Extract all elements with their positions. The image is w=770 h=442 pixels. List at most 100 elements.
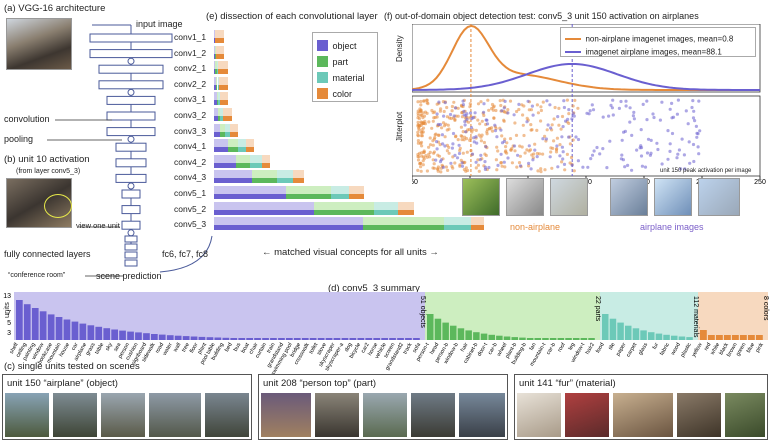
jitter-point-non-airplane xyxy=(444,165,448,169)
segment-fill-object xyxy=(214,38,215,43)
summary-bar-object xyxy=(365,338,373,340)
jitter-point-non-airplane xyxy=(535,103,539,107)
jitter-point-non-airplane xyxy=(477,133,481,137)
jitter-point-non-airplane xyxy=(458,148,462,153)
jitter-point-non-airplane xyxy=(420,121,424,125)
group-label-object: 51 objects xyxy=(419,296,426,328)
jitter-point-non-airplane xyxy=(464,166,468,170)
summary-bar-object xyxy=(341,338,349,340)
jitter-point-airplane xyxy=(692,109,696,113)
jitter-point-airplane xyxy=(590,153,595,157)
jitter-point-non-airplane xyxy=(445,149,449,153)
jitter-point-non-airplane xyxy=(440,126,444,130)
jitter-point-non-airplane xyxy=(468,102,472,106)
segment-object xyxy=(214,30,215,43)
jitter-point-airplane xyxy=(512,113,516,117)
jitter-point-non-airplane xyxy=(522,133,526,138)
summary-bar-object xyxy=(111,329,118,340)
f-legend-line xyxy=(565,50,581,53)
segment-material xyxy=(224,123,230,137)
unit-208-scene-4 xyxy=(411,393,455,437)
conv-block xyxy=(106,127,156,137)
segment-fill-material xyxy=(238,147,246,153)
summary-bar-object xyxy=(198,336,206,340)
segment-fill-material xyxy=(250,162,262,168)
unit-141-panel: unit 141 “fur” (material) xyxy=(514,374,768,440)
summary-bar-object xyxy=(135,332,142,340)
non-airplane-label: non-airplane xyxy=(510,222,561,232)
segment-part xyxy=(216,76,218,90)
jitter-point-non-airplane xyxy=(491,108,495,112)
segment-fill-material xyxy=(331,194,349,199)
jitter-point-non-airplane xyxy=(539,105,543,109)
summary-bar-object xyxy=(182,336,190,340)
jitter-point-airplane xyxy=(660,162,664,166)
jitter-point-non-airplane xyxy=(504,145,508,149)
jitter-point-airplane xyxy=(564,119,568,123)
layer-label-conv3_2: conv3_2 xyxy=(174,110,207,120)
jitter-point-non-airplane xyxy=(476,158,480,162)
segment-fill-material xyxy=(220,116,223,121)
summary-bar-object xyxy=(166,335,174,340)
jitter-point-airplane xyxy=(496,163,500,167)
jitter-point-airplane xyxy=(544,137,548,141)
jitter-point-non-airplane xyxy=(466,168,470,173)
jitter-point-airplane xyxy=(694,124,698,128)
jitter-point-airplane xyxy=(624,104,628,108)
jitter-point-airplane xyxy=(449,161,453,165)
jitter-point-airplane xyxy=(531,113,535,117)
jitter-point-non-airplane xyxy=(450,109,454,113)
jitter-point-non-airplane xyxy=(436,153,440,157)
summary-bar-part xyxy=(542,338,549,340)
jitter-point-non-airplane xyxy=(505,141,509,145)
jitter-point-non-airplane xyxy=(418,162,422,166)
jitter-point-non-airplane xyxy=(447,145,451,149)
jitter-point-non-airplane xyxy=(503,165,507,169)
summary-bar-part xyxy=(473,332,480,340)
jitter-point-airplane xyxy=(469,126,474,130)
fc-block xyxy=(124,235,138,243)
jitter-point-airplane xyxy=(649,151,653,155)
summary-bar-color xyxy=(756,335,763,340)
concept-word: boat xyxy=(240,342,251,355)
jitter-point-non-airplane xyxy=(453,117,457,122)
panel-f-legend: non-airplane imagenet images, mean=0.8 i… xyxy=(560,27,756,57)
jitter-point-non-airplane xyxy=(520,145,524,149)
concept-word: red xyxy=(703,342,712,352)
jitter-point-airplane xyxy=(442,114,446,118)
unit-150-scene-3 xyxy=(101,393,145,437)
conv-block xyxy=(89,33,173,43)
jitter-point-non-airplane xyxy=(477,169,481,173)
summary-bar-part xyxy=(519,337,526,340)
group-label-color: 8 colors xyxy=(762,296,769,321)
segment-fill-part xyxy=(228,147,238,153)
concept-word: chair xyxy=(248,342,259,355)
jitter-point-airplane xyxy=(620,153,624,157)
input-image-label: input image xyxy=(136,19,183,29)
jitter-point-non-airplane xyxy=(545,128,549,132)
jitter-point-airplane xyxy=(475,141,479,145)
jitter-point-non-airplane xyxy=(515,165,519,169)
jitter-point-airplane xyxy=(668,149,672,153)
summary-bar-object xyxy=(47,314,55,340)
scene-label: “conference room” xyxy=(8,272,66,279)
jitter-point-airplane xyxy=(581,165,585,169)
jitter-point-non-airplane xyxy=(502,119,506,123)
group-bg-material xyxy=(600,292,698,340)
jitter-point-airplane xyxy=(683,167,687,171)
fc-block xyxy=(124,251,138,259)
jitter-point-airplane xyxy=(666,129,670,133)
unit-150-label: unit 150 “airplane” (object) xyxy=(7,378,118,389)
jitter-point-non-airplane xyxy=(576,106,580,110)
jitter-point-airplane xyxy=(464,114,468,118)
concept-word: road xyxy=(155,342,166,355)
jitter-ylabel: Jitterplot xyxy=(395,111,404,142)
jitter-point-non-airplane xyxy=(456,106,460,110)
jitter-point-airplane xyxy=(463,120,467,124)
jitter-point-non-airplane xyxy=(461,130,465,134)
summary-bar-object xyxy=(381,338,388,340)
jitter-point-non-airplane xyxy=(492,116,496,120)
jitter-point-non-airplane xyxy=(563,168,567,172)
jitter-point-airplane xyxy=(640,164,644,168)
